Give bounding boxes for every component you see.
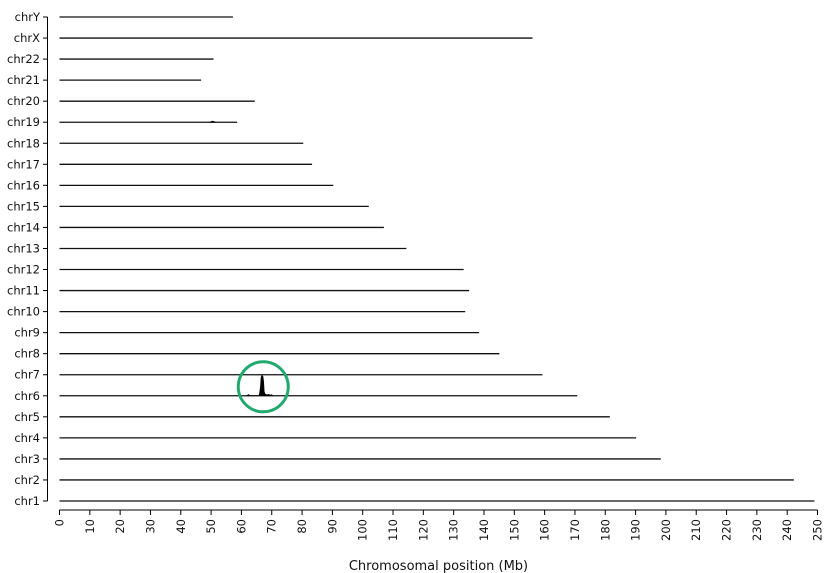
x-tick-label-170: 170 [568,519,582,541]
x-tick-label-40: 40 [174,519,188,534]
y-tick-label-chr2: chr2 [14,473,40,487]
x-tick-label-250: 250 [811,519,825,541]
y-tick-label-chr14: chr14 [7,220,40,234]
x-tick-label-70: 70 [265,519,279,534]
y-tick-label-chr10: chr10 [7,305,40,319]
y-tick-label-chr15: chr15 [7,199,40,213]
signal-peaks [209,120,274,397]
highlight-circle-chr6 [236,360,290,414]
x-tick-label-90: 90 [325,519,339,534]
chromosome-tracks [59,16,815,502]
x-tick-label-140: 140 [477,519,491,541]
x-tick-label-160: 160 [538,519,552,541]
y-tick-label-chr17: chr17 [7,157,40,171]
y-tick-label-chr20: chr20 [7,94,40,108]
y-tick-label-chr7: chr7 [14,368,40,382]
x-tick-label-30: 30 [143,519,157,534]
y-tick-label-chr11: chr11 [7,284,40,298]
x-tick-label-100: 100 [356,519,370,541]
x-tick-label-220: 220 [720,519,734,541]
x-tick-label-230: 230 [750,519,764,541]
y-tick-label-chr19: chr19 [7,115,40,129]
x-tick-label-50: 50 [204,519,218,534]
y-tick-label-chrX: chrX [14,31,40,45]
x-tick-label-190: 190 [629,519,643,541]
y-tick-label-chr16: chr16 [7,178,40,192]
x-tick-label-60: 60 [234,519,248,534]
x-tick-label-200: 200 [659,519,673,541]
x-tick-label-240: 240 [780,519,794,541]
y-tick-label-chr1: chr1 [14,494,40,508]
y-tick-label-chr3: chr3 [14,452,40,466]
x-tick-label-10: 10 [83,519,97,534]
annotations [236,360,290,414]
y-axis: chrY chrX chr22 chr21 chr20 chr19 chr18 chr17 ch… [7,10,48,508]
x-tick-label-120: 120 [416,519,430,541]
x-tick-label-150: 150 [507,519,521,541]
x-tick-label-80: 80 [295,519,309,534]
x-tick-label-180: 180 [598,519,612,541]
x-axis-title: Chromosomal position (Mb) [349,559,528,573]
y-tick-label-chr21: chr21 [7,73,40,87]
x-tick-label-110: 110 [386,519,400,541]
y-tick-label-chr8: chr8 [14,347,40,361]
signal-peak-chr6 [245,375,274,397]
y-tick-label-chr5: chr5 [14,410,40,424]
y-tick-label-chr9: chr9 [14,326,40,340]
x-axis: 0 10 20 30 40 50 60 70 80 90 100 110 120 130 140 150 160… [53,509,825,541]
y-tick-label-chr18: chr18 [7,136,40,150]
x-tick-label-130: 130 [447,519,461,541]
x-tick-label-0: 0 [53,519,67,526]
x-tick-label-210: 210 [689,519,703,541]
signal-peak-chr19 [209,120,216,123]
x-tick-label-20: 20 [113,519,127,534]
y-tick-label-chr4: chr4 [14,431,40,445]
y-tick-label-chrY: chrY [15,10,41,24]
y-tick-label-chr13: chr13 [7,241,40,255]
y-tick-label-chr12: chr12 [7,263,40,277]
y-tick-label-chr22: chr22 [7,52,40,66]
y-tick-label-chr6: chr6 [14,389,40,403]
